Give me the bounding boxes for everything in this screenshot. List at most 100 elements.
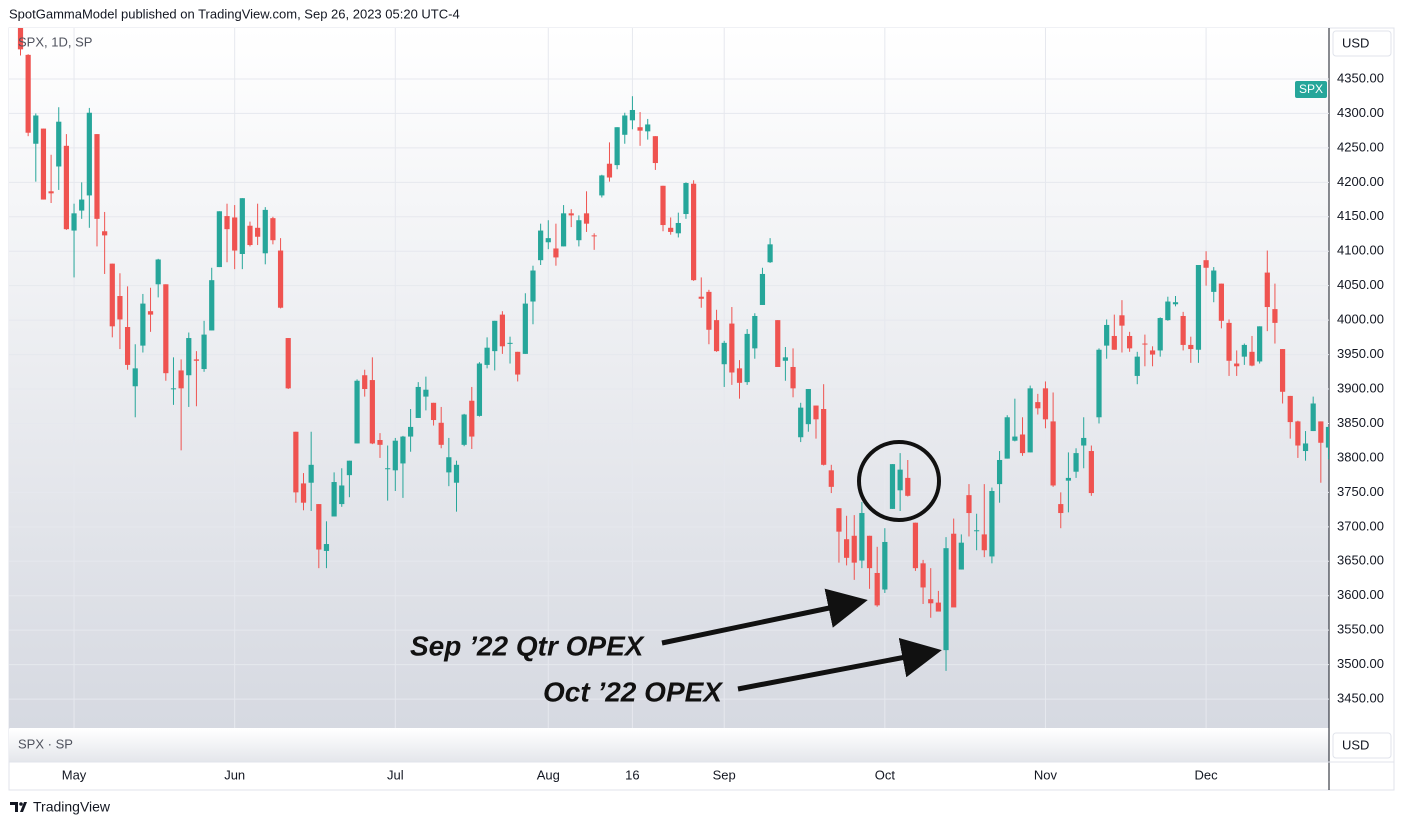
- candle-body: [1325, 426, 1329, 448]
- candle-body: [1295, 421, 1301, 446]
- candle-body: [560, 213, 567, 247]
- candle-body: [216, 211, 222, 268]
- candle-body: [354, 380, 360, 444]
- candle-body: [17, 28, 24, 50]
- candle-body: [966, 495, 972, 514]
- candle-body: [660, 185, 666, 226]
- candle-body: [897, 469, 903, 491]
- candle-body: [1241, 344, 1247, 357]
- logo-icon: [10, 802, 27, 812]
- candle-body: [515, 351, 521, 375]
- candle-body: [706, 291, 712, 330]
- candle-body: [201, 334, 207, 370]
- candle-body: [1058, 504, 1064, 514]
- candle-body: [407, 426, 414, 437]
- y-tick-label: 4150.00: [1337, 208, 1384, 223]
- candle-body: [721, 342, 727, 365]
- candle-body: [1310, 403, 1316, 432]
- y-tick-label: 4300.00: [1337, 105, 1384, 120]
- candle-body: [1035, 402, 1041, 409]
- logo: [10, 802, 27, 812]
- candle-body: [1257, 326, 1263, 362]
- candle-body: [155, 259, 161, 285]
- candle-body: [1073, 453, 1079, 472]
- candle-body: [232, 217, 238, 251]
- candle-body: [790, 366, 796, 389]
- candle-body: [48, 191, 54, 194]
- candle-body: [255, 227, 261, 237]
- candles: [17, 28, 1329, 671]
- candle-body: [1157, 318, 1163, 351]
- candle-body: [239, 198, 245, 254]
- candle-body: [759, 273, 766, 305]
- candle-body: [798, 407, 804, 438]
- candle-body: [713, 320, 720, 352]
- candle-body: [996, 459, 1003, 485]
- candle-body: [1042, 388, 1049, 420]
- candle-body: [163, 284, 169, 374]
- candle-body: [958, 542, 964, 570]
- candle-body: [683, 183, 689, 215]
- candle-body: [591, 235, 597, 237]
- pane-label: SPX · SP: [18, 736, 73, 751]
- candle-body: [935, 602, 941, 612]
- candle-body: [56, 121, 62, 167]
- arrow: [661, 588, 868, 646]
- currency-button[interactable]: [1332, 30, 1392, 57]
- y-tick-label: 4250.00: [1337, 139, 1384, 154]
- candle-body: [843, 539, 850, 558]
- candle-body: [109, 263, 115, 327]
- candle-body: [729, 323, 735, 373]
- candle-body: [446, 457, 452, 473]
- candle-body: [1234, 363, 1240, 367]
- candle-body: [553, 248, 559, 258]
- axes: 3450.00 3500.00 3550.00 3600.00 3650.00 3700.…: [62, 70, 1384, 782]
- y-tick-label: 4100.00: [1337, 243, 1384, 258]
- y-tick-label: 3650.00: [1337, 553, 1384, 568]
- candle-body: [469, 400, 475, 437]
- y-tick-label: 4200.00: [1337, 174, 1384, 189]
- candle-body: [522, 303, 528, 354]
- candle-body: [1004, 417, 1010, 459]
- candle-body: [86, 112, 92, 196]
- candle-body: [583, 213, 590, 224]
- candle-body: [821, 409, 827, 465]
- candle-body: [1019, 434, 1026, 454]
- candle-body: [805, 389, 811, 425]
- candle-body: [102, 231, 108, 236]
- candle-body: [476, 363, 483, 416]
- candle-body: [1096, 349, 1102, 418]
- grid: [9, 28, 1329, 728]
- y-tick-label: 4350.00: [1337, 70, 1384, 85]
- candle-body: [1226, 322, 1232, 361]
- candle-body: [851, 535, 857, 563]
- candle-body: [752, 315, 758, 349]
- candle-body: [1218, 283, 1224, 321]
- brand: TradingView: [33, 799, 111, 815]
- currency[interactable]: USD: [1342, 35, 1369, 50]
- candle-body: [974, 530, 980, 532]
- candle-body: [668, 227, 674, 232]
- candle-body: [392, 440, 398, 471]
- candle-body: [285, 338, 291, 389]
- candle-body: [652, 136, 658, 164]
- candle-body: [316, 504, 322, 550]
- candle-body: [79, 199, 85, 211]
- candle-body: [1134, 356, 1140, 376]
- candle-body: [438, 422, 444, 445]
- candle-body: [889, 464, 896, 509]
- currency[interactable]: USD: [1342, 737, 1369, 752]
- candle-body: [912, 522, 919, 569]
- candle-body: [1211, 270, 1217, 292]
- candle-body: [1165, 301, 1171, 321]
- currency-button[interactable]: [1332, 732, 1392, 759]
- candle-body: [132, 368, 138, 387]
- candle-body: [599, 175, 605, 196]
- candle-body: [453, 464, 460, 483]
- candle-body: [1050, 421, 1056, 486]
- candle-body: [224, 216, 230, 230]
- candle-body: [33, 115, 39, 144]
- price-tag: SPX: [1299, 82, 1323, 96]
